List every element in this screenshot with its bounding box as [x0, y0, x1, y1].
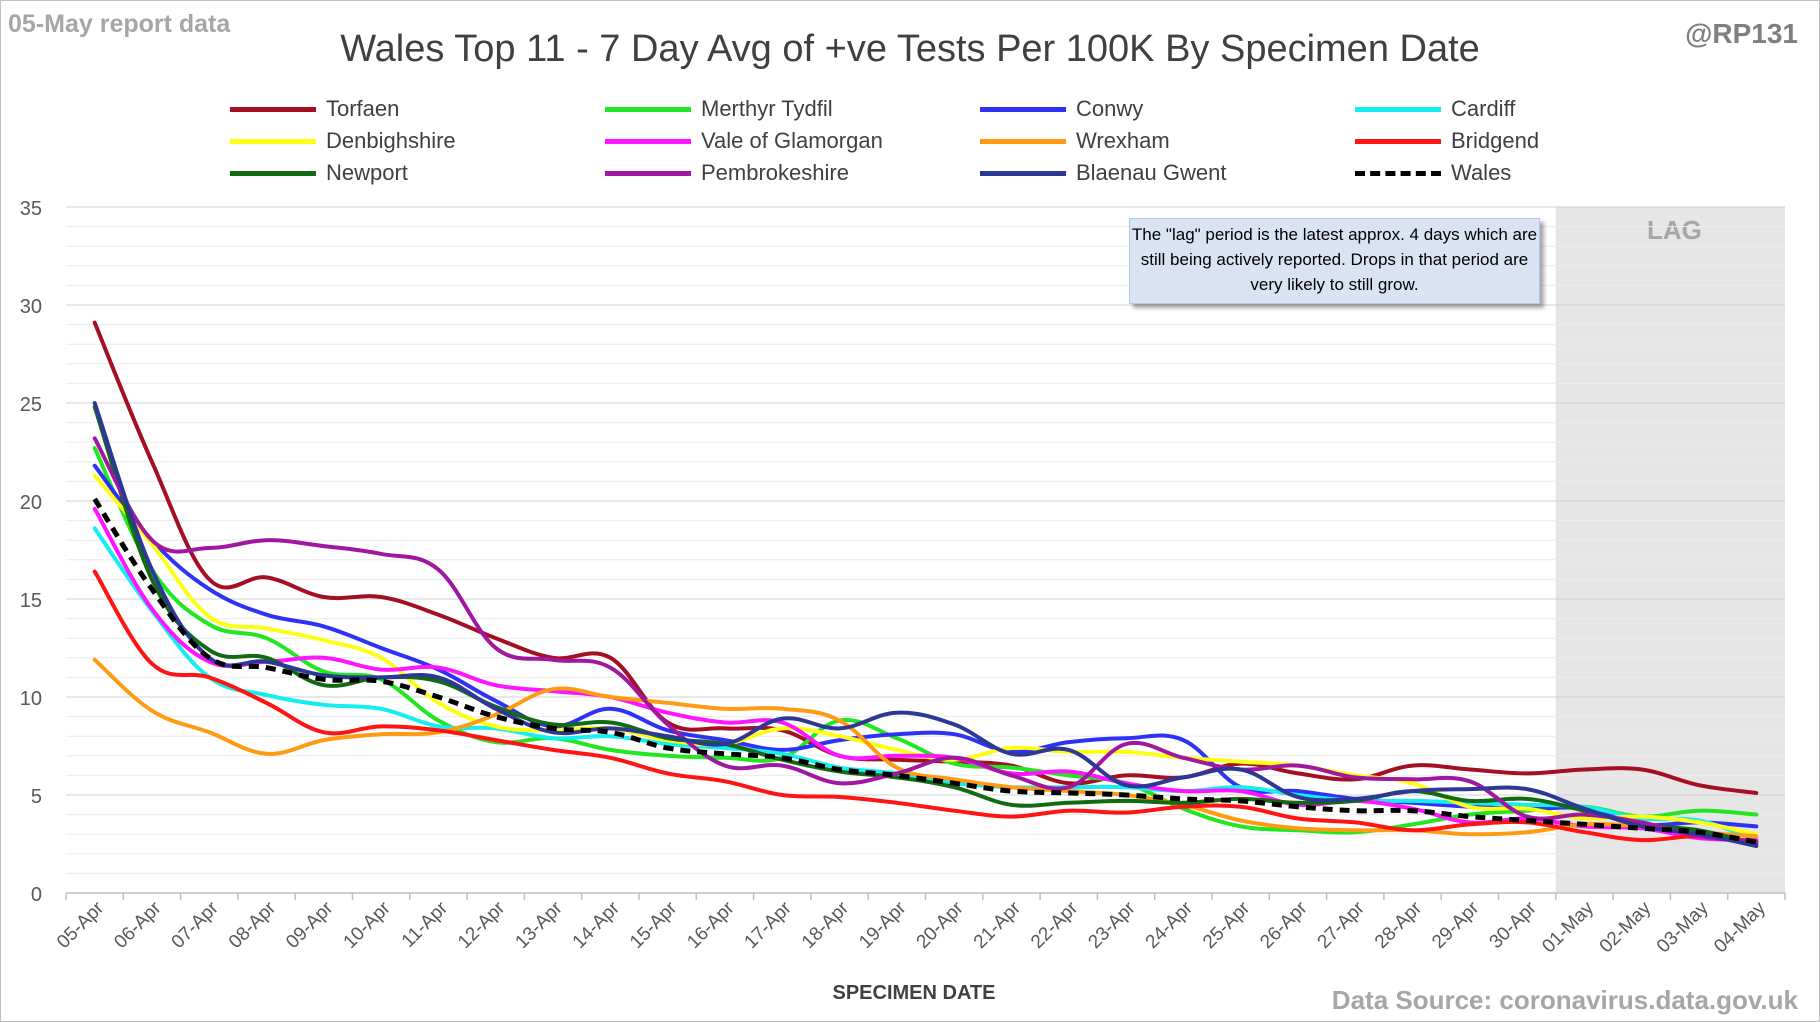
x-tick-label: 11-Apr — [398, 897, 453, 952]
y-tick-label: 15 — [20, 590, 42, 612]
legend-label: Torfaen — [326, 96, 400, 121]
legend-label: Newport — [326, 160, 408, 185]
x-tick-label: 05-Apr — [53, 897, 109, 953]
legend-item: Conwy — [980, 94, 1143, 124]
legend-swatch — [605, 138, 691, 144]
x-tick-label: 30-Apr — [1486, 897, 1542, 953]
legend-swatch — [980, 106, 1066, 112]
x-tick-label: 24-Apr — [1142, 897, 1198, 953]
lag-label: LAG — [1647, 215, 1702, 245]
series-line-pembrokeshire — [92, 436, 1759, 844]
legend-item: Denbighshire — [230, 126, 456, 156]
y-tick-label: 25 — [20, 394, 42, 416]
legend-label: Wrexham — [1076, 128, 1170, 153]
legend-item: Wales — [1355, 158, 1511, 188]
y-tick-label: 30 — [20, 296, 42, 318]
series-line-wales — [92, 497, 1757, 845]
series-line-blaenau-gwent — [92, 401, 1759, 848]
legend-label: Bridgend — [1451, 128, 1540, 153]
x-tick-label: 04-May — [1710, 897, 1770, 957]
legend-label: Wales — [1451, 160, 1512, 185]
legend-label: Denbighshire — [326, 128, 456, 153]
legend-item: Bridgend — [1355, 126, 1539, 156]
x-axis-label: SPECIMEN DATE — [832, 982, 996, 1004]
legend-item: Torfaen — [230, 94, 399, 124]
series-line-newport — [92, 404, 1759, 846]
legend-item: Vale of Glamorgan — [605, 126, 883, 156]
x-tick-label: 25-Apr — [1199, 897, 1255, 953]
chart-title: Wales Top 11 - 7 Day Avg of +ve Tests Pe… — [340, 28, 1480, 70]
x-tick-label: 17-Apr — [741, 897, 797, 953]
x-tick-label: 13-Apr — [511, 897, 567, 953]
y-tick-label: 10 — [20, 688, 42, 710]
lag-shading — [1555, 207, 1785, 893]
legend-label: Conwy — [1076, 96, 1144, 121]
x-tick-label: 23-Apr — [1084, 897, 1140, 953]
legend-swatch — [605, 170, 691, 176]
x-tick-label: 03-May — [1653, 897, 1713, 957]
y-tick-label: 20 — [20, 492, 42, 514]
x-tick-label: 16-Apr — [683, 897, 739, 953]
x-tick-label: 26-Apr — [1256, 897, 1312, 953]
series-line-denbighshire — [92, 473, 1759, 837]
legend-swatch — [230, 138, 316, 144]
x-tick-label: 19-Apr — [855, 897, 911, 953]
series-line-bridgend — [92, 569, 1759, 844]
series-line-wrexham — [92, 657, 1759, 839]
series-line-torfaen — [92, 320, 1759, 795]
legend-label: Pembrokeshire — [701, 160, 849, 185]
legend-label: Blaenau Gwent — [1076, 160, 1227, 185]
x-tick-label: 12-Apr — [454, 897, 510, 953]
series-line-merthyr-tydfil — [92, 446, 1759, 835]
legend-label: Cardiff — [1451, 96, 1516, 121]
legend-item: Blaenau Gwent — [980, 158, 1226, 188]
x-tick-label: 01-May — [1538, 897, 1598, 957]
legend-swatch — [1355, 138, 1441, 144]
legend-swatch — [605, 106, 691, 112]
y-tick-label: 35 — [20, 198, 42, 220]
legend-item: Pembrokeshire — [605, 158, 849, 188]
legend-label: Merthyr Tydfil — [701, 96, 833, 121]
x-tick-label: 06-Apr — [110, 897, 166, 953]
legend-swatch — [230, 106, 316, 112]
legend-swatch — [1355, 170, 1441, 176]
x-tick-label: 22-Apr — [1027, 897, 1083, 953]
report-date-label: 05-May report data — [8, 10, 231, 38]
x-tick-label: 21-Apr — [970, 897, 1026, 953]
x-tick-label: 07-Apr — [168, 897, 224, 953]
legend-swatch — [980, 138, 1066, 144]
x-tick-label: 14-Apr — [569, 897, 625, 953]
x-tick-label: 10-Apr — [340, 897, 396, 953]
legend-item: Wrexham — [980, 126, 1170, 156]
data-source: Data Source: coronavirus.data.gov.uk — [1331, 985, 1798, 1015]
x-tick-label: 29-Apr — [1428, 897, 1484, 953]
x-tick-label: 02-May — [1596, 897, 1656, 957]
legend-item: Newport — [230, 158, 408, 188]
legend-swatch — [230, 170, 316, 176]
x-tick-label: 15-Apr — [626, 897, 682, 953]
legend-item: Cardiff — [1355, 94, 1515, 124]
x-tick-label: 08-Apr — [225, 897, 281, 953]
x-tick-label: 18-Apr — [798, 897, 854, 953]
x-tick-label: 27-Apr — [1314, 897, 1370, 953]
x-tick-label: 09-Apr — [282, 897, 338, 953]
legend-item: Merthyr Tydfil — [605, 94, 833, 124]
y-tick-label: 0 — [31, 884, 42, 906]
legend-swatch — [980, 170, 1066, 176]
y-tick-label: 5 — [31, 786, 42, 808]
legend-label: Vale of Glamorgan — [701, 128, 883, 153]
x-tick-label: 20-Apr — [913, 897, 969, 953]
x-tick-label: 28-Apr — [1371, 897, 1427, 953]
legend-swatch — [1355, 106, 1441, 112]
lag-note: The "lag" period is the latest approx. 4… — [1129, 218, 1540, 304]
author-handle: @RP131 — [1685, 18, 1798, 49]
